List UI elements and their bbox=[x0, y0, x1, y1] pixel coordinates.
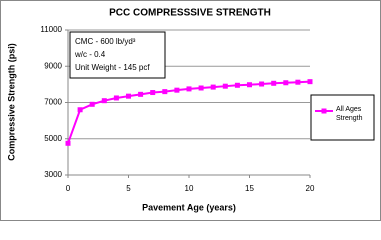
marker bbox=[101, 98, 107, 104]
y-tick-label: 3000 bbox=[44, 170, 62, 179]
marker bbox=[259, 81, 265, 87]
marker bbox=[307, 79, 313, 85]
x-tick-label: 20 bbox=[306, 184, 315, 193]
annotation-box bbox=[69, 31, 166, 79]
x-tick-label: 0 bbox=[66, 184, 71, 193]
x-tick-label: 15 bbox=[245, 184, 254, 193]
x-tick-label: 5 bbox=[126, 184, 131, 193]
marker bbox=[234, 82, 240, 88]
chart-container: PCC COMPRESSSIVE STRENGTH Compressive St… bbox=[0, 0, 381, 221]
legend-box bbox=[310, 94, 375, 141]
marker bbox=[126, 93, 131, 99]
chart: PCC COMPRESSSIVE STRENGTH Compressive St… bbox=[0, 0, 381, 221]
x-tick-label: 10 bbox=[185, 184, 194, 193]
marker bbox=[65, 140, 71, 146]
y-tick-label: 7000 bbox=[44, 98, 62, 107]
marker bbox=[174, 87, 180, 93]
marker bbox=[89, 101, 95, 107]
marker bbox=[247, 82, 252, 88]
marker bbox=[162, 89, 168, 95]
marker bbox=[222, 83, 228, 89]
marker bbox=[295, 79, 301, 85]
legend-label: All Ages Strength bbox=[336, 106, 363, 122]
legend-marker bbox=[321, 108, 327, 114]
marker bbox=[138, 91, 144, 97]
marker bbox=[186, 86, 192, 92]
y-axis-label: Compressive Strength (psi) bbox=[6, 43, 16, 161]
annotation: w/c - 0.4 bbox=[74, 50, 106, 59]
y-tick-label: 5000 bbox=[44, 134, 62, 143]
marker bbox=[198, 85, 204, 91]
marker bbox=[283, 80, 289, 86]
marker bbox=[150, 90, 156, 96]
marker bbox=[271, 80, 277, 86]
chart-title: PCC COMPRESSSIVE STRENGTH bbox=[109, 8, 271, 19]
annotation: Unit Weight - 145 pcf bbox=[75, 63, 150, 72]
marker bbox=[77, 107, 83, 113]
marker bbox=[210, 84, 216, 90]
marker bbox=[113, 95, 119, 101]
x-axis-label: Pavement Age (years) bbox=[142, 202, 236, 212]
y-tick-label: 11000 bbox=[40, 25, 62, 34]
annotation: CMC - 600 lb/yd³ bbox=[75, 37, 136, 46]
y-tick-label: 9000 bbox=[44, 61, 62, 70]
plot-area: 3000 5000 7000 9000 11000 0 5 10 15 20 bbox=[40, 25, 315, 193]
